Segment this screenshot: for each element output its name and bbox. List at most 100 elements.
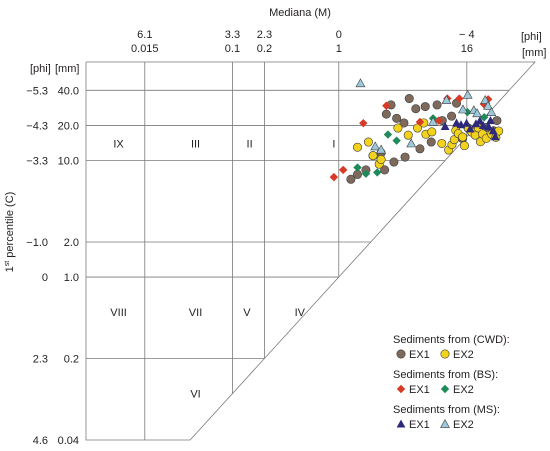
x-tick-mm: 0.1 — [225, 43, 240, 55]
legend-item-label: EX1 — [409, 419, 430, 431]
data-point-bs-ex1 — [415, 117, 425, 127]
legend-item-label: EX2 — [453, 349, 474, 361]
data-point-ms-ex1 — [478, 121, 488, 129]
data-points — [329, 78, 504, 184]
x-unit-phi: [phi] — [521, 31, 542, 43]
data-point-cwd-ex1 — [420, 102, 430, 112]
data-point-bs-ex2 — [383, 130, 393, 139]
data-point-ms-ex2 — [462, 89, 473, 99]
y-axis-title: 1st percentile (C) — [4, 192, 16, 273]
y-tick-phi: 0 — [42, 272, 48, 284]
data-point-cwd-ex2 — [393, 123, 403, 133]
legend-group-heading: Sediments from (BS): — [393, 369, 498, 381]
x-tick-phi: 3.3 — [225, 29, 240, 41]
chart-frame — [85, 61, 536, 441]
data-point-cwd-ex2 — [458, 132, 468, 142]
data-point-ms-ex2 — [457, 104, 468, 114]
x-tick-phi: 6.1 — [137, 29, 152, 41]
y-axis-title-sup: st — [4, 261, 11, 267]
legend-item-label: EX2 — [453, 384, 474, 396]
data-point-ms-ex2 — [376, 144, 387, 154]
data-point-ms-ex2 — [428, 116, 438, 126]
data-point-cwd-ex2 — [427, 127, 437, 137]
legend-group-heading: Sediments from (CWD): — [393, 334, 510, 346]
data-point-bs-ex1 — [338, 165, 348, 175]
y-tick-phi: −1.0 — [26, 237, 48, 249]
data-point-bs-ex2 — [373, 168, 382, 177]
data-point-bs-ex1 — [434, 116, 443, 125]
data-point-ms-ex1 — [475, 116, 485, 125]
data-point-cwd-ex1 — [380, 165, 390, 175]
data-point-bs-ex1 — [455, 94, 464, 103]
field-label: VI — [190, 389, 200, 401]
y-tick-mm: 2.0 — [64, 237, 79, 249]
legend-item-label: EX2 — [453, 419, 474, 431]
data-point-cwd-ex2 — [437, 138, 447, 148]
legend-marker — [396, 419, 406, 428]
data-point-cwd-ex2 — [368, 151, 378, 161]
field-label: V — [243, 307, 251, 319]
y-unit-phi: [phi] — [30, 63, 51, 75]
data-point-ms-ex1 — [462, 118, 471, 127]
data-point-cwd-ex1 — [426, 137, 436, 147]
legend: Sediments from (CWD): EX1 EX2 Sediments fro… — [393, 334, 510, 431]
data-point-cwd-ex1 — [392, 113, 402, 123]
data-point-bs-ex1 — [382, 101, 391, 110]
data-point-cwd-ex1 — [346, 174, 356, 184]
data-point-cwd-ex1 — [415, 144, 425, 154]
data-point-cwd-ex1 — [411, 104, 421, 114]
legend-marker — [440, 384, 450, 394]
data-point-bs-ex2 — [392, 136, 401, 145]
data-point-ms-ex1 — [465, 124, 475, 133]
y-tick-mm: 20.0 — [58, 120, 79, 132]
data-point-cwd-ex2 — [413, 123, 423, 133]
field-label: II — [247, 138, 253, 150]
data-point-cwd-ex2 — [376, 155, 386, 165]
data-point-bs-ex2 — [361, 169, 371, 178]
data-point-cwd-ex1 — [389, 157, 399, 167]
x-tick-labels: 6.1 0.015 3.3 0.1 2.3 0.2 0 1 − 4 16 — [131, 29, 475, 55]
y-tick-phi: 4.6 — [33, 435, 48, 447]
data-point-cwd-ex2 — [403, 130, 413, 140]
x-tick-mm: 16 — [461, 43, 473, 55]
legend-item-label: EX1 — [409, 349, 430, 361]
y-axis-title-rest: percentile (C) — [4, 192, 16, 261]
legend-marker — [440, 418, 450, 428]
x-tick-mm: 1 — [336, 43, 342, 55]
field-label: IV — [295, 307, 306, 319]
data-point-bs-ex1 — [359, 118, 368, 128]
data-point-ms-ex2 — [480, 95, 491, 104]
data-point-cwd-ex2 — [459, 141, 469, 151]
data-point-bs-ex2 — [353, 163, 362, 172]
x-tick-phi: 0 — [336, 29, 342, 41]
field-label: III — [191, 138, 200, 150]
field-label: VIII — [110, 307, 127, 319]
legend-marker — [440, 349, 450, 359]
field-label: I — [332, 138, 335, 150]
data-point-ms-ex1 — [471, 119, 481, 128]
plot-boundary — [85, 61, 536, 441]
x-unit-mm: [mm] — [522, 47, 546, 59]
y-tick-mm: 10.0 — [58, 156, 79, 168]
data-point-ms-ex1 — [488, 126, 498, 135]
legend-marker — [396, 384, 406, 394]
y-axis-title-main: 1 — [4, 266, 16, 272]
y-unit-mm: [mm] — [55, 63, 79, 75]
x-tick-mm: 0.2 — [257, 43, 272, 55]
data-point-cwd-ex1 — [432, 100, 442, 110]
legend-group-heading: Sediments from (MS): — [393, 404, 500, 416]
data-point-ms-ex2 — [441, 95, 452, 104]
data-point-ms-ex2 — [486, 107, 497, 116]
field-label: VII — [189, 307, 202, 319]
data-point-ms-ex2 — [370, 141, 381, 151]
legend-marker — [396, 349, 406, 359]
y-tick-mm: 40.0 — [58, 85, 79, 97]
y-tick-mm: 0.2 — [64, 354, 79, 366]
x-tick-mm: 0.015 — [131, 43, 159, 55]
data-point-ms-ex2 — [472, 108, 483, 118]
data-point-cwd-ex1 — [404, 94, 414, 104]
y-tick-phi: −4.3 — [26, 120, 48, 132]
data-point-cwd-ex2 — [363, 137, 373, 147]
grid-lines — [86, 62, 510, 440]
